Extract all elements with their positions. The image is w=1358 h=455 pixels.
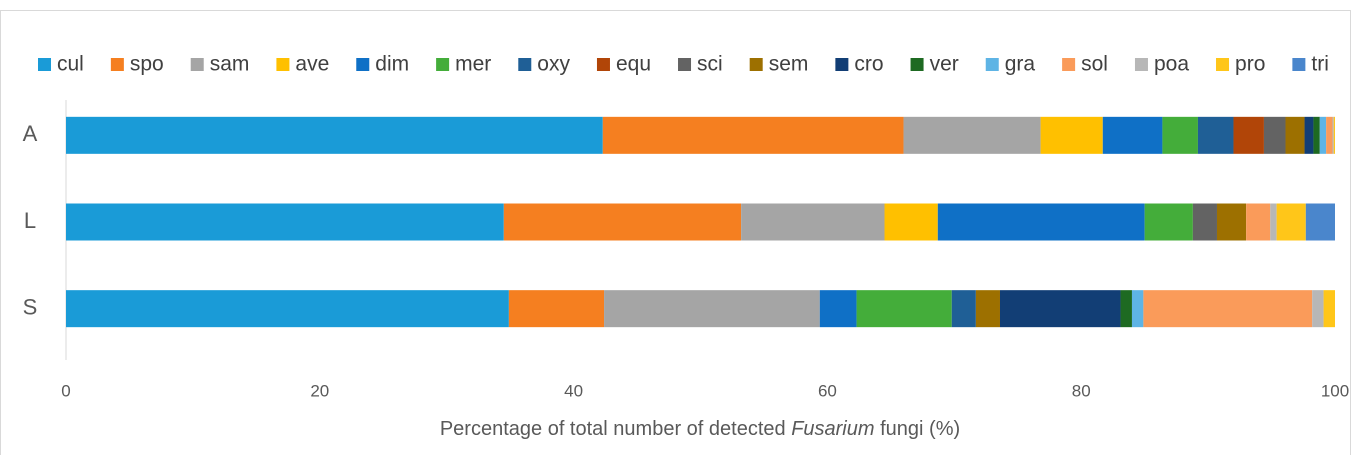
legend-label: mer <box>455 53 491 76</box>
legend-label: spo <box>130 53 164 76</box>
legend-swatch <box>518 58 532 71</box>
bar-segment <box>741 203 885 241</box>
y-tick-label: S <box>23 294 38 319</box>
legend-swatch <box>835 58 849 71</box>
legend-swatch <box>1216 58 1230 71</box>
legend-label: dim <box>375 53 409 76</box>
x-tick-label: 80 <box>1072 381 1091 400</box>
bar-segment <box>604 290 820 328</box>
x-label-part: Percentage of total number of detected <box>440 418 791 440</box>
bar-segment <box>1131 290 1144 328</box>
bar-segment <box>1233 116 1264 154</box>
bar-segment <box>508 290 605 328</box>
bar-segment <box>819 290 857 328</box>
legend-swatch <box>110 58 124 71</box>
legend-swatch <box>596 58 610 71</box>
bar-segment <box>503 203 742 241</box>
legend-label: ver <box>930 53 959 76</box>
x-label-part: Fusarium <box>791 418 874 440</box>
legend-label: sam <box>210 53 250 76</box>
legend-label: sem <box>769 53 809 76</box>
bar-segment <box>66 116 603 154</box>
bar-segment <box>856 290 952 328</box>
bar-segment <box>1263 116 1286 154</box>
bar-segment <box>1333 116 1335 154</box>
legend-swatch <box>678 58 692 71</box>
bar-segment <box>1102 116 1163 154</box>
bar-segment <box>1304 116 1314 154</box>
bar-segment <box>903 116 1041 154</box>
legend-swatch <box>38 58 51 71</box>
bar-segment <box>1319 116 1327 154</box>
bar-segment <box>951 290 976 328</box>
legend-swatch <box>190 58 204 71</box>
bar-segment <box>975 290 1000 328</box>
legend-label: gra <box>1005 53 1036 76</box>
bar-segment <box>1312 290 1324 328</box>
legend-label: equ <box>616 53 651 76</box>
legend-swatch <box>1292 58 1306 71</box>
bar-segment <box>1143 290 1313 328</box>
bar-segment <box>1040 116 1103 154</box>
bar-segment <box>1276 203 1306 241</box>
x-tick-label: 0 <box>61 381 70 400</box>
legend-label: oxy <box>537 53 570 76</box>
chart-frame <box>0 10 1351 455</box>
legend-label: sci <box>697 53 723 76</box>
bar-segment <box>602 116 904 154</box>
bar-segment <box>1305 203 1335 241</box>
bar-segment <box>1162 116 1198 154</box>
x-tick-label: 40 <box>564 381 583 400</box>
y-tick-label: A <box>23 121 38 146</box>
bar-segment <box>66 290 509 328</box>
x-label-part: fungi (%) <box>875 418 961 440</box>
bar-segment <box>1326 116 1333 154</box>
x-tick-label: 100 <box>1321 381 1349 400</box>
legend-swatch <box>1062 58 1076 71</box>
legend-swatch <box>749 58 763 71</box>
bar-segment <box>1332 116 1334 154</box>
legend-label: tri <box>1311 53 1329 76</box>
x-axis-label: Percentage of total number of detected F… <box>440 418 960 440</box>
y-tick-label: L <box>24 208 36 233</box>
legend-label: pro <box>1235 53 1265 76</box>
legend-label: sol <box>1081 53 1108 76</box>
bar-segment <box>937 203 1145 241</box>
legend-label: cro <box>854 53 883 76</box>
x-tick-label: 20 <box>310 381 329 400</box>
legend-swatch <box>356 58 370 71</box>
legend-swatch <box>436 58 450 71</box>
bar-segment <box>884 203 938 241</box>
legend-label: cul <box>57 53 84 76</box>
bar-segment <box>1144 203 1193 241</box>
bar-segment <box>1246 203 1271 241</box>
legend-swatch <box>985 58 999 71</box>
bar-segment <box>1120 290 1132 328</box>
legend-label: ave <box>295 53 329 76</box>
bar-segment <box>1323 290 1335 328</box>
legend-swatch <box>910 58 924 71</box>
bar-segment <box>66 203 504 241</box>
legend-label: poa <box>1154 53 1189 76</box>
bar-segment <box>999 290 1121 328</box>
bar-segment <box>1216 203 1247 241</box>
bar-segment <box>1270 203 1277 241</box>
legend-swatch <box>276 58 290 71</box>
bar-segment <box>1313 116 1320 154</box>
legend-swatch <box>1134 58 1148 71</box>
bar-segment <box>1285 116 1305 154</box>
bar-segment <box>1197 116 1234 154</box>
x-tick-label: 60 <box>818 381 837 400</box>
bar-segment <box>1192 203 1217 241</box>
